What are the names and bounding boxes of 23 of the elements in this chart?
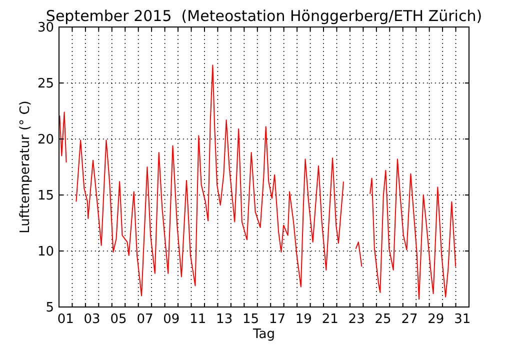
x-tick-label: 07 [136,312,154,327]
x-tick-label: 03 [84,312,100,327]
y-axis-title: Lufttemperatur (° C) [18,100,33,234]
y-tick-label: 25 [37,76,54,92]
x-tick-label: 01 [57,312,74,327]
y-tick-label: 20 [37,132,54,148]
x-tick-label: 05 [110,312,127,327]
y-tick-label: 10 [37,244,54,260]
x-tick-label: 17 [268,312,286,327]
x-tick-label: 31 [454,312,471,327]
x-tick-label: 27 [401,312,418,327]
x-tick-label: 29 [428,312,444,327]
x-tick-label: 15 [242,312,260,327]
x-tick-label: 11 [190,312,206,327]
y-tick-label: 5 [46,300,54,316]
x-tick-label: 09 [163,312,180,327]
x-tick-label: 25 [374,312,392,327]
y-tick-label: 15 [37,188,54,204]
x-tick-label: 13 [216,312,233,327]
x-tick-label: 19 [295,312,312,327]
x-tick-label: 23 [348,312,365,327]
x-tick-label: 21 [322,312,338,327]
x-axis-title: Tag [252,327,276,342]
